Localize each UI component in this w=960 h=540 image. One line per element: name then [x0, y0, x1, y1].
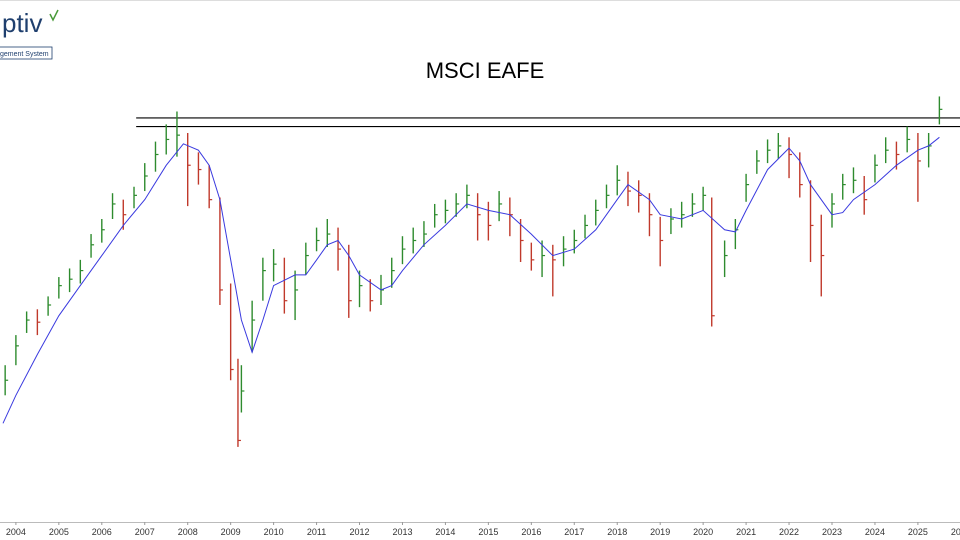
x-tick-label: 2023	[822, 527, 842, 537]
x-tick-label: 2004	[6, 527, 26, 537]
x-tick-label: 2021	[736, 527, 756, 537]
x-tick-label: 2019	[650, 527, 670, 537]
x-tick-label: 2024	[865, 527, 885, 537]
x-tick-label: 2026	[951, 527, 960, 537]
x-tick-label: 2015	[478, 527, 498, 537]
x-tick-label: 2010	[264, 527, 284, 537]
x-tick-label: 2009	[221, 527, 241, 537]
x-tick-label: 2005	[49, 527, 69, 537]
x-tick-label: 2025	[908, 527, 928, 537]
x-tick-label: 2018	[607, 527, 627, 537]
logo-box	[0, 46, 53, 60]
chart-title: MSCI EAFE	[426, 58, 545, 83]
x-tick-label: 2013	[392, 527, 412, 537]
x-tick-label: 2006	[92, 527, 112, 537]
logo-name: ptiv	[2, 8, 42, 38]
x-tick-label: 2017	[564, 527, 584, 537]
x-tick-label: 2007	[135, 527, 155, 537]
x-tick-label: 2016	[521, 527, 541, 537]
moving-average-line	[2, 136, 940, 424]
x-tick-label: 2011	[307, 527, 326, 537]
x-tick-label: 2008	[178, 527, 198, 537]
logo-check	[49, 9, 59, 22]
logo-tagline: gement System	[0, 51, 49, 58]
x-tick-label: 2022	[779, 527, 799, 537]
x-tick-label: 2014	[435, 527, 455, 537]
logo: ptiv gement System	[0, 8, 59, 60]
x-tick-label: 2020	[693, 527, 713, 537]
x-tick-label: 2012	[350, 527, 370, 537]
